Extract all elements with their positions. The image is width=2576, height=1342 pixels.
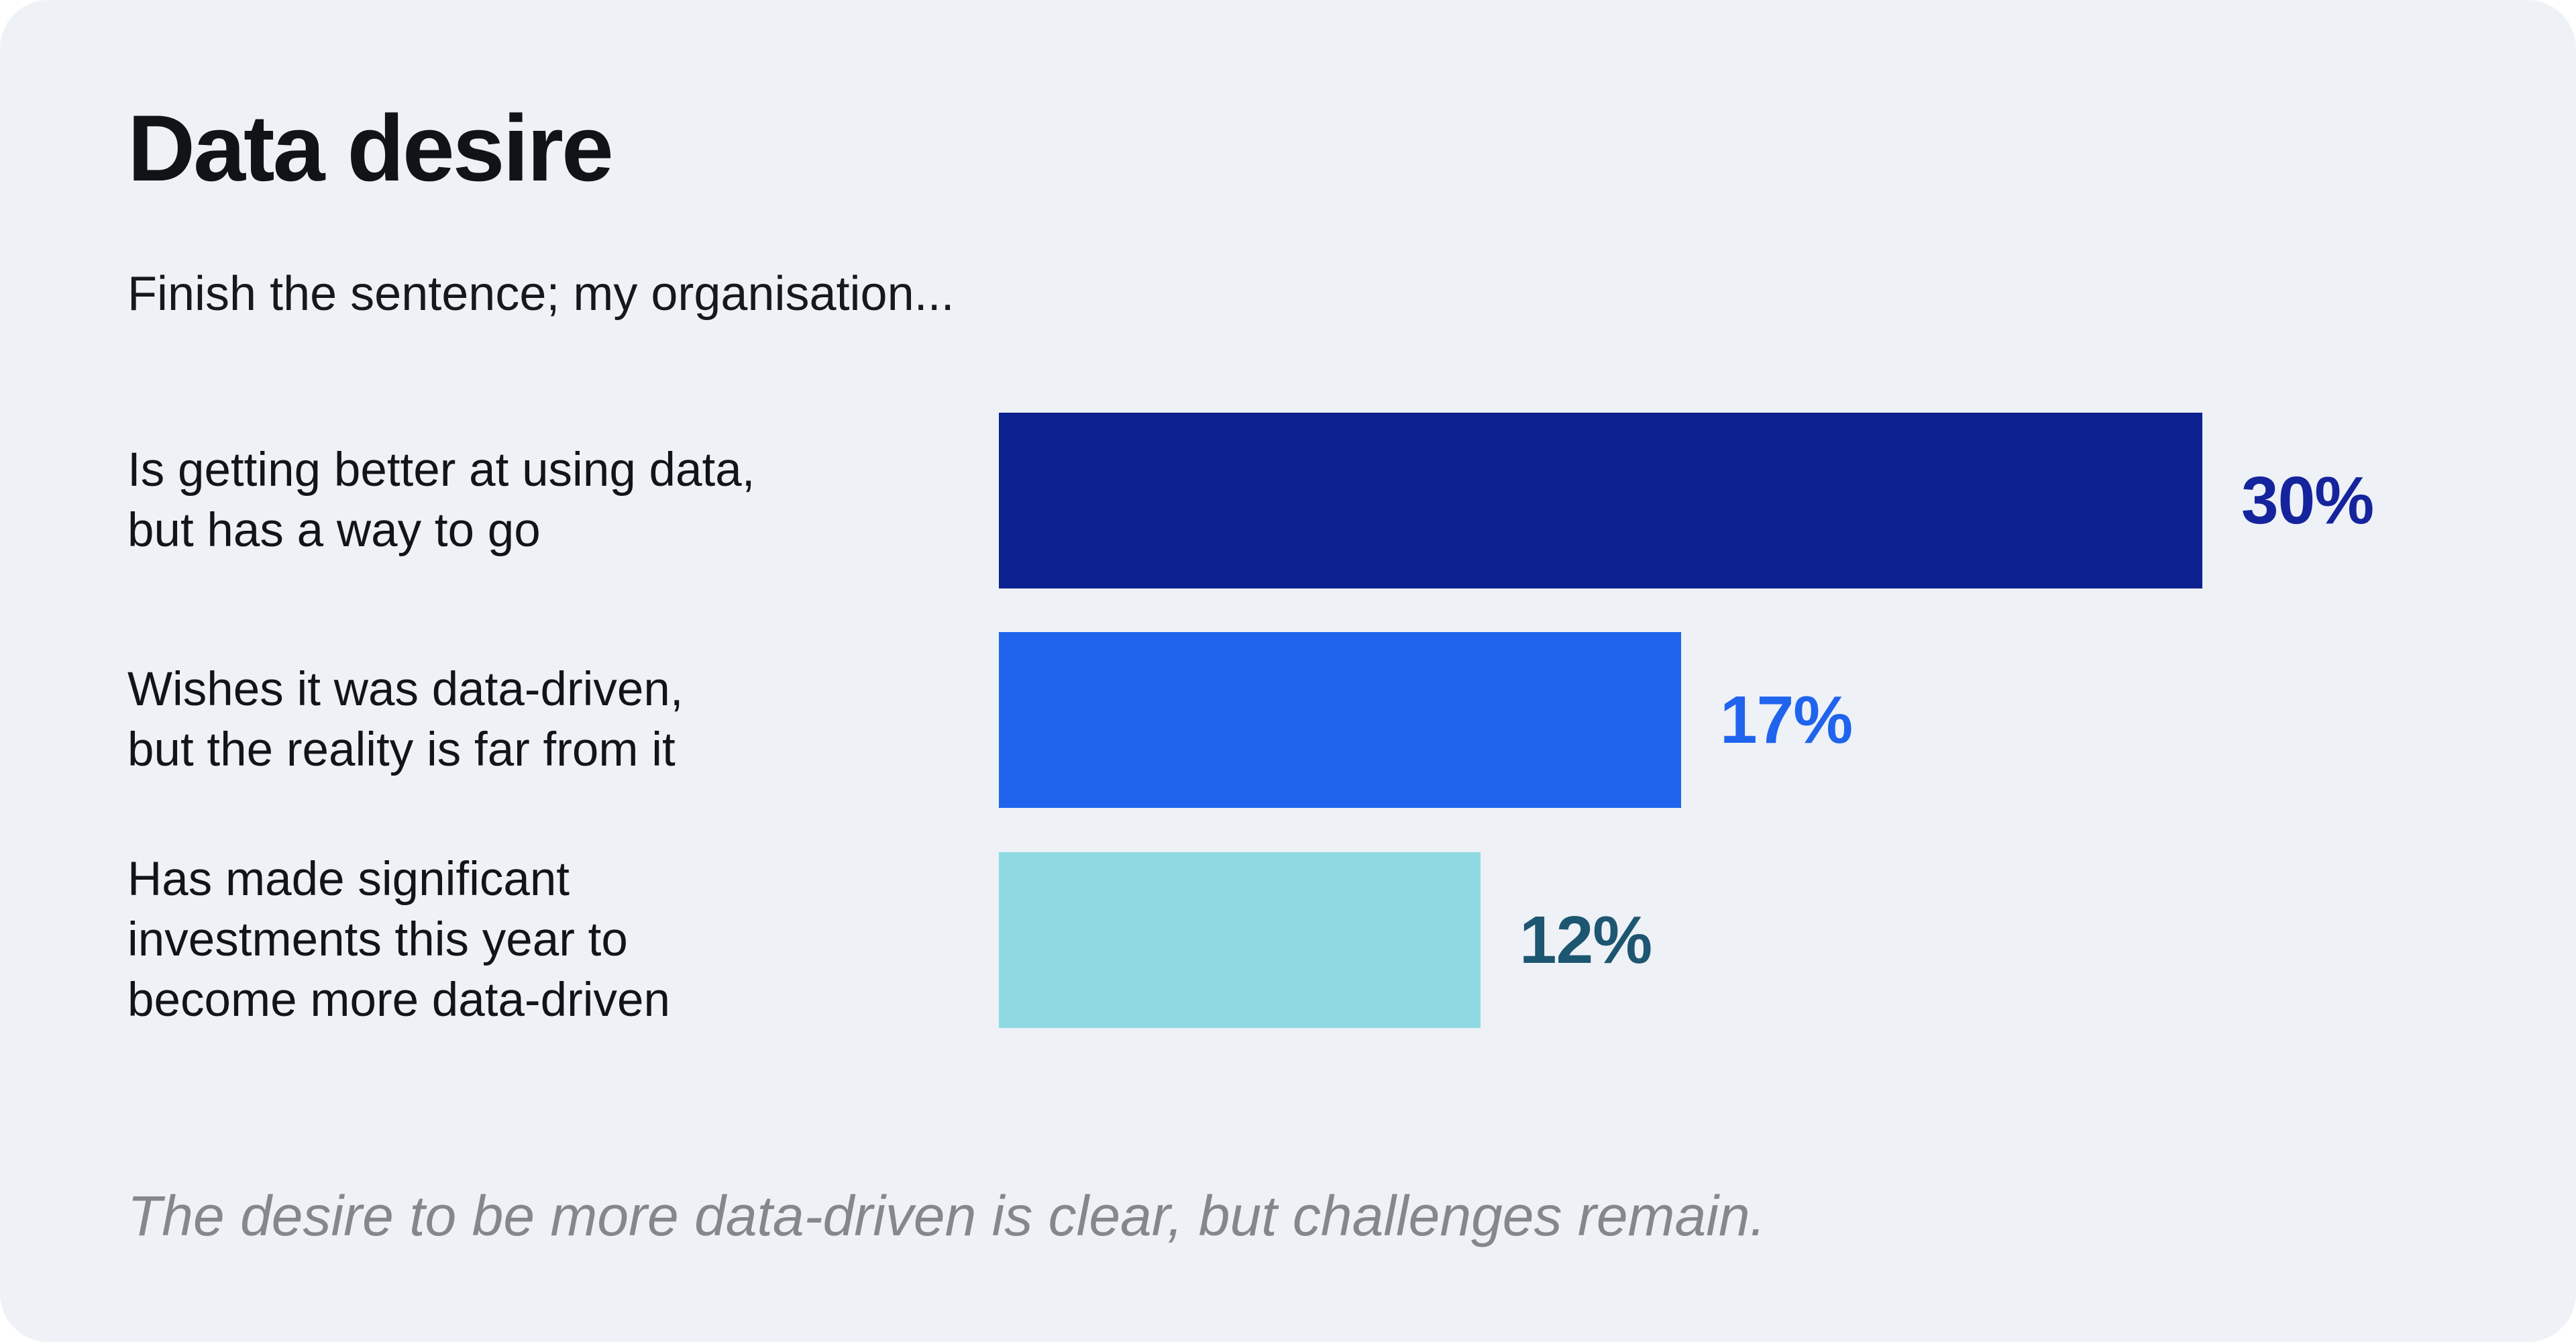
bar-row: Wishes it was data-driven, but the reali… [0,632,2576,808]
bar-value-label: 12% [1519,902,1652,978]
bar-row: Has made significant investments this ye… [0,852,2576,1028]
chart-title: Data desire [127,95,614,201]
bar-category-label: Has made significant investments this ye… [127,853,671,1027]
bar [999,413,2202,588]
bar-category-label: Wishes it was data-driven, but the reali… [127,663,684,776]
bar-value-label: 17% [1720,682,1853,758]
bar-value-label: 30% [2241,462,2374,538]
bar-category-label: Is getting better at using data, but has… [127,444,755,557]
chart-annotation: The desire to be more data-driven is cle… [127,1184,1766,1247]
bar [999,632,1681,808]
bar-row: Is getting better at using data, but has… [0,413,2576,588]
bar [999,852,1481,1028]
chart-subtitle: Finish the sentence; my organisation... [127,267,955,321]
